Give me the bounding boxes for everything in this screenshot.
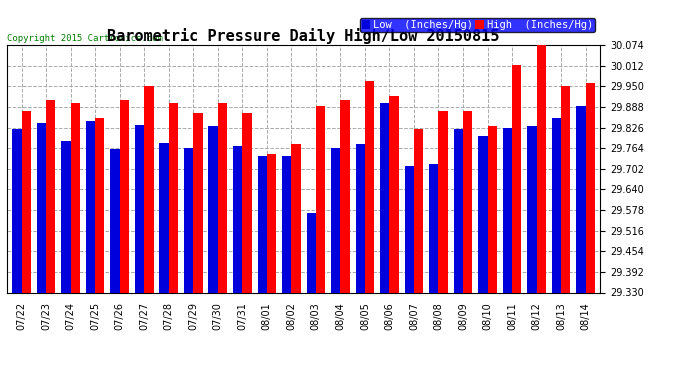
Bar [340,99,350,292]
Bar [218,103,227,292]
Bar [404,166,414,292]
Bar [561,86,571,292]
Bar [119,99,129,292]
Bar [184,148,193,292]
Bar [95,118,104,292]
Bar [110,150,119,292]
Bar [21,111,31,292]
Bar [282,156,291,292]
Bar [537,45,546,292]
Bar [438,111,448,292]
Bar [242,113,252,292]
Bar [488,126,497,292]
Bar [61,141,70,292]
Bar [86,121,95,292]
Bar [257,156,267,292]
Bar [233,146,242,292]
Bar [355,144,365,292]
Bar [512,64,522,292]
Bar [331,148,340,292]
Bar [586,83,595,292]
Bar [389,96,399,292]
Bar [453,129,463,292]
Bar [291,144,301,292]
Bar [267,154,276,292]
Bar [135,124,144,292]
Bar [37,123,46,292]
Bar [12,129,21,292]
Bar [46,99,55,292]
Bar [463,111,472,292]
Bar [527,126,537,292]
Bar [144,86,154,292]
Bar [503,128,512,292]
Bar [193,113,203,292]
Bar [414,129,423,292]
Bar [70,103,80,292]
Bar [159,143,169,292]
Bar [552,118,561,292]
Legend: Low  (Inches/Hg), High  (Inches/Hg): Low (Inches/Hg), High (Inches/Hg) [359,18,595,32]
Bar [306,213,316,292]
Bar [316,106,325,292]
Title: Barometric Pressure Daily High/Low 20150815: Barometric Pressure Daily High/Low 20150… [108,28,500,44]
Bar [380,103,389,292]
Bar [429,164,438,292]
Bar [169,103,178,292]
Text: Copyright 2015 Cartronics.com: Copyright 2015 Cartronics.com [7,33,163,42]
Bar [576,106,586,292]
Bar [208,126,218,292]
Bar [478,136,488,292]
Bar [365,81,374,292]
